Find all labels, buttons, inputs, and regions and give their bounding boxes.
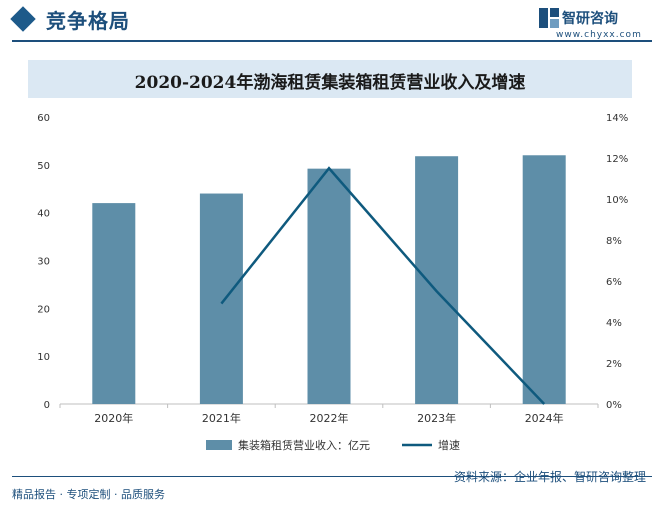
- y-right-tick-label: 10%: [606, 195, 628, 206]
- y-left-tick-label: 10: [37, 352, 50, 363]
- brand-name: 智研咨询: [562, 11, 618, 27]
- y-right-tick-label: 4%: [606, 318, 622, 329]
- y-right-tick-label: 12%: [606, 154, 628, 165]
- y-left-tick-label: 20: [37, 304, 50, 315]
- y-left-tick-label: 60: [37, 113, 50, 124]
- y-left-tick-label: 40: [37, 209, 50, 220]
- bar: [307, 168, 351, 404]
- y-right-tick-label: 2%: [606, 359, 622, 370]
- y-right-tick-label: 14%: [606, 113, 628, 124]
- bar: [92, 203, 136, 404]
- legend-line-label: 增速: [438, 438, 460, 452]
- brand-logo-icon: [539, 8, 559, 28]
- growth-line: [220, 166, 546, 405]
- chart: 0 10 20 30 40 50 60 0% 2% 4% 6% 8% 10% 12% 14% 2020年 202…: [37, 113, 628, 452]
- y-right-tick-label: 8%: [606, 236, 622, 247]
- header-divider: [12, 40, 652, 42]
- x-tick-label: 2024年: [525, 411, 564, 425]
- y-left-tick-label: 30: [37, 257, 50, 268]
- x-tick-label: 2022年: [310, 411, 349, 425]
- bar: [522, 155, 566, 404]
- x-tick-label: 2020年: [94, 411, 133, 425]
- y-right-tick-label: 6%: [606, 277, 622, 288]
- brand-url: www.chyxx.com: [556, 30, 642, 40]
- y-left-tick-label: 50: [37, 161, 50, 172]
- bar: [199, 193, 243, 404]
- footer-divider: [12, 476, 652, 477]
- y-left-tick-label: 0: [44, 400, 50, 411]
- legend-bar-swatch: [206, 440, 232, 450]
- chart-title: 2020-2024年渤海租赁集装箱租赁营业收入及增速: [134, 73, 526, 93]
- page-header: 竞争格局 智研咨询 www.chyxx.com: [0, 0, 662, 44]
- bar: [415, 156, 459, 404]
- section-title: 竞争格局: [46, 9, 130, 33]
- footer-slogan: 精品报告 · 专项定制 · 品质服务: [12, 488, 165, 501]
- chart-title-band: 2020-2024年渤海租赁集装箱租赁营业收入及增速: [28, 60, 632, 98]
- x-tick-label: 2021年: [202, 411, 241, 425]
- brand: 智研咨询 www.chyxx.com: [538, 6, 648, 40]
- legend-bar-label: 集装箱租赁营业收入：亿元: [238, 438, 370, 452]
- x-tick-label: 2023年: [417, 411, 456, 425]
- data-source: 资料来源：企业年报、智研咨询整理: [453, 470, 646, 484]
- diamond-icon: [10, 6, 36, 32]
- y-right-tick-label: 0%: [606, 400, 622, 411]
